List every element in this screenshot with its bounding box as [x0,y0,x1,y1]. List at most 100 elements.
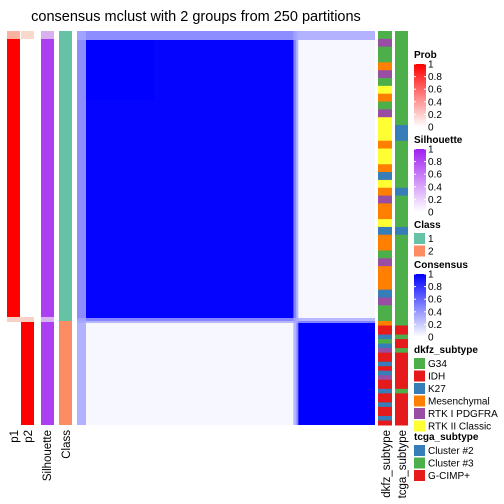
legend-dkfz-subtype-item-label: IDH [428,372,445,383]
dkfz-subtype-cell [378,211,392,220]
tcga-subtype-cell [395,411,408,417]
dkfz-subtype-cell [378,289,392,298]
tcga-subtype-cell [395,375,408,381]
legend-tcga-subtype-swatch [414,445,425,456]
dkfz-subtype-cell [378,420,392,426]
tcga-subtype-cell [395,420,408,426]
tcga-subtype-cell [395,132,408,142]
dkfz-subtype-cell [378,406,392,412]
dkfz-subtype-cell [378,164,392,173]
legend-dkfz-subtype-title: dkfz_subtype [414,345,478,356]
dkfz-subtype-cell [378,234,392,244]
dkfz-subtype-cell [378,397,392,403]
legend-consensus-tick-label: 0.4 [428,307,442,318]
tcga-subtype-cell [395,352,408,358]
legend-dkfz-subtype-item-label: K27 [428,384,446,395]
dkfz-subtype-cell [378,125,392,134]
legend-consensus-gradient [414,274,426,337]
legend-prob-tick-label: 0.4 [428,97,442,108]
legend-prob-tick-label: 0.2 [428,110,442,121]
dkfz-subtype-cell [378,101,392,110]
tcga-subtype-cell [395,366,408,372]
dkfz-subtype-cell [378,343,392,349]
dkfz-subtype-cell [378,339,392,345]
dkfz-subtype-cell [378,31,392,40]
dkfz-subtype-cell [378,379,392,385]
dkfz-subtype-cell [378,320,392,327]
dkfz-subtype-cell [378,109,392,118]
dkfz-subtype-cell [378,132,392,142]
annotation-p1-group-1 [7,31,20,321]
tcga-subtype-cell [395,93,408,103]
dkfz-subtype-cell [378,388,392,394]
dkfz-subtype-cell [378,366,392,372]
label-silhouette: Silhouette [42,430,54,481]
tcga-subtype-cell [395,415,408,421]
dkfz-subtype-cell [378,93,392,103]
tcga-subtype-cell [395,297,408,306]
tcga-subtype-cell [395,148,408,157]
dkfz-subtype-cell [378,330,392,336]
tcga-subtype-cell [395,38,408,48]
legend-silhouette-tick-label: 0.8 [428,157,442,168]
annotation-p2-edge-top [21,31,34,39]
tcga-subtype-cell [395,266,408,275]
dkfz-subtype-cell [378,370,392,376]
dkfz-subtype-cell [378,70,392,79]
tcga-subtype-cell [395,101,408,110]
tcga-subtype-cell [395,397,408,403]
label-dkfz-subtype: dkfz_subtype [381,430,393,498]
dkfz-subtype-cell [378,62,392,71]
legend-consensus-title: Consensus [414,260,468,271]
tcga-subtype-cell [395,250,408,259]
dkfz-subtype-cell [378,195,392,204]
dkfz-subtype-cell [378,203,392,212]
legend-tcga-subtype-item-label: Cluster #3 [428,459,474,470]
tcga-subtype-cell [395,187,408,197]
dkfz-subtype-cell [378,219,392,228]
chart-title: consensus mclust with 2 groups from 250 … [31,9,361,25]
legend-consensus-tick-label: 0 [428,333,434,344]
annotation-p2-group-2 [21,320,34,425]
dkfz-subtype-cell [378,85,392,95]
legend-dkfz-subtype-swatch [414,358,425,369]
tcga-subtype-cell [395,343,408,349]
dkfz-subtype-cell [378,117,392,126]
tcga-subtype-cell [395,31,408,40]
annotation-silhouette-group-1 [41,31,54,321]
tcga-subtype-cell [395,330,408,336]
tcga-subtype-cell [395,273,408,283]
tcga-subtype-cell [395,219,408,228]
tcga-subtype-cell [395,125,408,134]
legend-tcga-subtype-swatch [414,457,425,469]
legend-consensus-tick-label: 0.8 [428,282,442,293]
dkfz-subtype-cell [378,273,392,283]
dkfz-subtype-cell [378,375,392,381]
tcga-subtype-cell [395,258,408,267]
tcga-subtype-cell [395,226,408,236]
dkfz-subtype-cell [378,38,392,48]
tcga-subtype-cell [395,357,408,363]
dkfz-subtype-cell [378,179,392,189]
dkfz-subtype-cell [378,242,392,251]
dkfz-subtype-cell [378,297,392,306]
label-tcga-subtype: tcga_subtype [397,430,409,498]
dkfz-subtype-cell [378,250,392,259]
consensus-border-row-top [77,31,375,40]
tcga-subtype-cell [395,172,408,181]
annotation-p1-edge-top [7,31,20,39]
annotation-p1-group-2 [7,320,20,425]
legend-dkfz-subtype-swatch [414,420,425,432]
dkfz-subtype-cell [378,46,392,56]
legend-silhouette-tick-label: 0.6 [428,170,442,181]
annotation-class-group-1 [59,31,72,321]
dkfz-subtype-cell [378,187,392,197]
tcga-subtype-cell [395,164,408,173]
legend-prob-tick-label: 0 [428,123,434,134]
legend-class-item-label: 1 [428,234,434,245]
annotation-silhouette-edge-mid [41,316,54,322]
consensus-block-between-lower [77,320,297,425]
legend-class-swatch [414,233,425,244]
tcga-subtype-cell [395,361,408,367]
dkfz-subtype-cell [378,258,392,267]
